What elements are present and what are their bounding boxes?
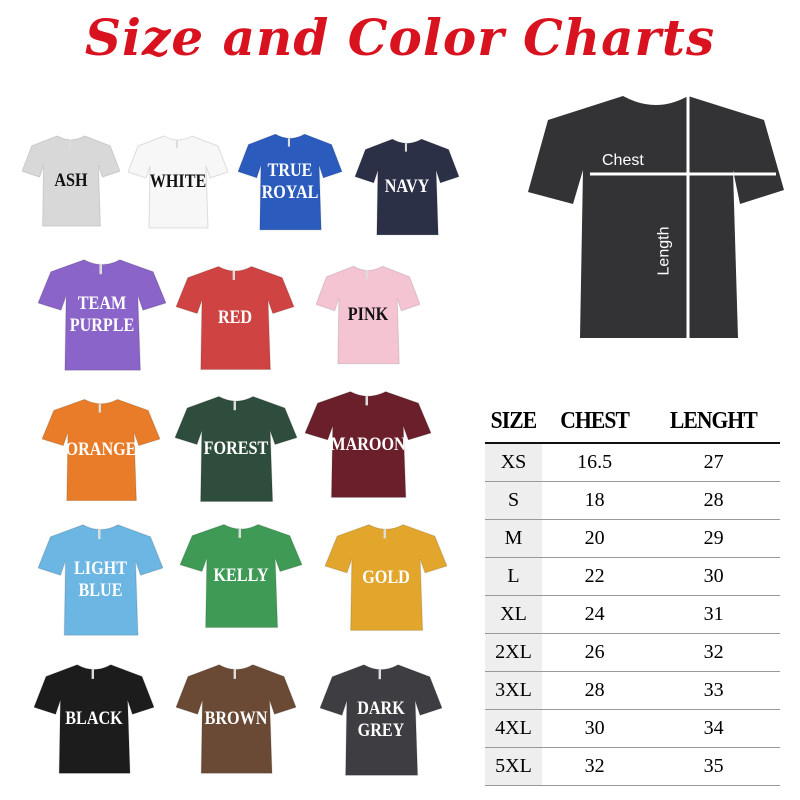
color-label: LIGHT BLUE [74, 558, 127, 601]
table-row: L 22 30 [485, 557, 780, 596]
tshirt-icon [355, 138, 459, 236]
table-cell: 27 [647, 443, 780, 482]
table-row: M 20 29 [485, 519, 780, 558]
tshirt-icon [176, 664, 296, 774]
color-label: PINK [347, 304, 389, 325]
column-header: CHEST [547, 400, 643, 444]
table-cell: L [485, 557, 542, 596]
table-row: 4XL 30 34 [485, 709, 780, 748]
table-cell: 20 [542, 519, 648, 558]
tshirt-icon [34, 664, 154, 774]
tshirt-icon [175, 395, 297, 503]
table-cell: 2XL [485, 633, 542, 672]
table-cell: 30 [542, 709, 648, 748]
color-label: BROWN [204, 708, 268, 729]
color-label: ASH [54, 170, 88, 191]
size-table: SIZE CHEST LENGHT XS 16.5 27 S 18 28 M 20 29 L 22 30 X… [485, 400, 780, 786]
shirt-black: BLACK [34, 660, 154, 778]
table-cell: 24 [542, 595, 648, 634]
shirt-gold: GOLD [325, 520, 447, 635]
tshirt-icon [38, 259, 166, 371]
length-label: Length [655, 226, 673, 276]
table-row: XL 24 31 [485, 595, 780, 634]
color-label: FOREST [203, 438, 269, 459]
shirt-red: RED [176, 262, 294, 374]
tshirt-icon [238, 133, 342, 231]
color-label: TRUE ROYAL [261, 160, 319, 203]
table-cell: S [485, 481, 542, 520]
table-cell: M [485, 519, 542, 558]
tshirt-icon [305, 390, 431, 498]
table-cell: 34 [647, 709, 780, 748]
table-row: 3XL 28 33 [485, 671, 780, 710]
color-label: KELLY [213, 565, 269, 586]
table-cell: 16.5 [542, 443, 648, 482]
table-cell: 31 [647, 595, 780, 634]
page-title: Size and Color Charts [84, 8, 716, 67]
shirt-forest: FOREST [175, 392, 297, 506]
color-label: MAROON [330, 433, 406, 455]
color-label: BLACK [65, 708, 123, 729]
table-cell: 5XL [485, 747, 542, 786]
tshirt-icon [42, 398, 160, 502]
table-cell: 35 [647, 747, 780, 786]
table-cell: 29 [647, 519, 780, 558]
shirt-brown: BROWN [176, 660, 296, 778]
column-header: LENGHT [653, 400, 774, 444]
shirt-maroon: MAROON [305, 387, 431, 502]
tshirt-icon [325, 523, 447, 631]
color-label: TEAM PURPLE [69, 293, 135, 336]
tshirt-diagram-icon [528, 96, 784, 338]
table-cell: 28 [647, 481, 780, 520]
table-cell: 32 [542, 747, 648, 786]
shirt-orange: ORANGE [42, 395, 160, 505]
tshirt-icon [316, 265, 420, 365]
shirt-kelly: KELLY [180, 520, 302, 632]
table-row: 2XL 26 32 [485, 633, 780, 672]
table-cell: 4XL [485, 709, 542, 748]
table-row: S 18 28 [485, 481, 780, 520]
tshirt-icon [180, 523, 302, 629]
color-label: DARK GREY [357, 698, 405, 741]
table-cell: 32 [647, 633, 780, 672]
color-label: NAVY [384, 176, 430, 197]
tshirt-icon [320, 664, 442, 776]
shirt-light-blue: LIGHT BLUE [38, 520, 163, 640]
shirt-pink: PINK [316, 262, 420, 368]
tshirt-icon [38, 524, 163, 636]
table-row: XS 16.5 27 [485, 443, 780, 482]
chest-label: Chest [602, 152, 644, 169]
shirt-dark-grey: DARK GREY [320, 660, 442, 780]
table-cell: 33 [647, 671, 780, 710]
table-row: 5XL 32 35 [485, 747, 780, 786]
color-label: WHITE [149, 171, 207, 192]
color-label: ORANGE [65, 439, 137, 460]
measurement-shirt: Chest Length [528, 92, 784, 342]
shirt-team-purple: TEAM PURPLE [38, 255, 166, 375]
shirt-true-royal: TRUE ROYAL [238, 130, 342, 234]
color-label: GOLD [362, 566, 410, 588]
shirt-navy: NAVY [355, 135, 459, 239]
table-cell: 26 [542, 633, 648, 672]
table-cell: XL [485, 595, 542, 634]
shirt-white: WHITE [128, 132, 228, 232]
column-header: SIZE [487, 400, 540, 444]
tshirt-icon [128, 135, 228, 229]
tshirt-icon [22, 135, 120, 227]
color-label: RED [217, 307, 253, 328]
table-cell: 3XL [485, 671, 542, 710]
table-cell: 28 [542, 671, 648, 710]
table-cell: 18 [542, 481, 648, 520]
table-cell: XS [485, 443, 542, 482]
table-cell: 30 [647, 557, 780, 596]
table-cell: 22 [542, 557, 648, 596]
shirt-ash: ASH [22, 132, 120, 230]
tshirt-icon [176, 265, 294, 371]
